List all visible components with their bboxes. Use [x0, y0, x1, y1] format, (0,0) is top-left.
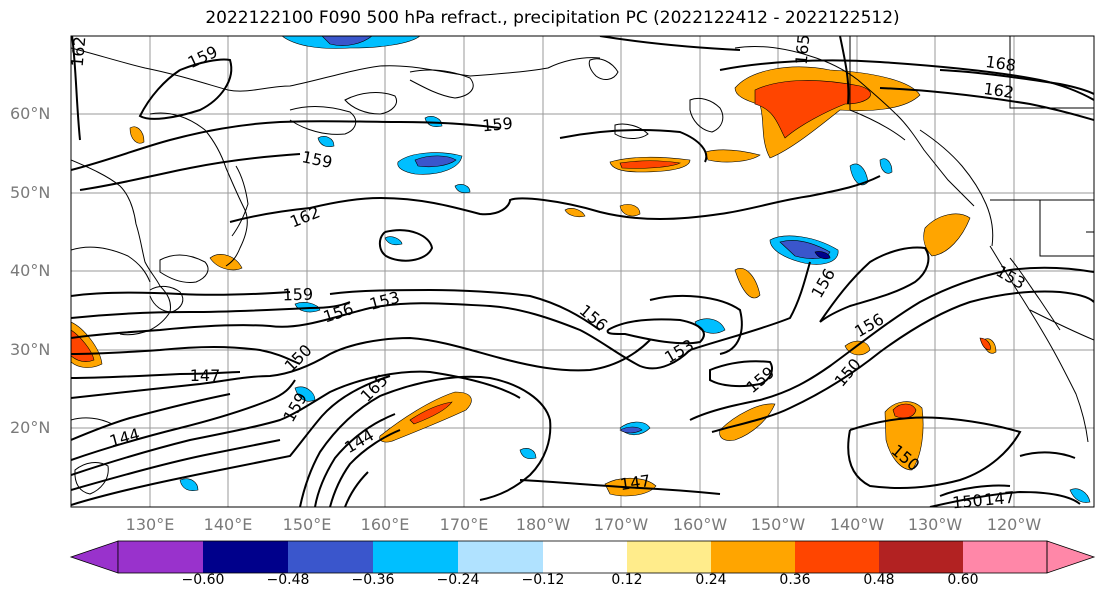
lon-label: 160°E — [360, 515, 410, 534]
map-frame — [70, 35, 1095, 508]
lat-label: 40°N — [10, 261, 51, 280]
map-title: 2022122100 F090 500 hPa refract., precip… — [205, 8, 900, 28]
contour-label: 162 — [982, 79, 1015, 102]
lon-label: 120°W — [986, 515, 1042, 534]
colorbar-extend-low — [69, 540, 119, 574]
colorbar-swatch — [118, 541, 203, 573]
lon-label: 130°E — [125, 515, 175, 534]
contour-label: 147 — [190, 366, 221, 385]
colorbar-tick: −0.24 — [436, 572, 480, 588]
contour-label: 147 — [619, 471, 652, 494]
lon-label: 130°W — [907, 515, 963, 534]
lat-label: 30°N — [10, 340, 51, 359]
colorbar-swatch — [288, 541, 373, 573]
lon-label: 170°W — [593, 515, 649, 534]
colorbar-tick: 0.24 — [695, 572, 727, 588]
colorbar-tick: 0.60 — [947, 572, 979, 588]
contour-label: 162 — [68, 35, 90, 67]
colorbar-swatch — [879, 541, 963, 573]
colorbar-tick: 0.36 — [779, 572, 811, 588]
lat-label: 50°N — [10, 183, 51, 202]
contour-label: 168 — [984, 52, 1017, 75]
lat-label: 60°N — [10, 104, 51, 123]
lon-label: 180°W — [515, 515, 571, 534]
colorbar-swatch — [627, 541, 711, 573]
colorbar-swatch — [458, 541, 543, 573]
colorbar-swatch — [963, 541, 1047, 573]
lon-label: 140°E — [203, 515, 253, 534]
lon-label: 140°W — [829, 515, 885, 534]
colorbar-swatch — [711, 541, 795, 573]
colorbar-extend-high — [1046, 540, 1096, 574]
lat-label: 20°N — [10, 418, 51, 437]
lon-label: 150°E — [282, 515, 332, 534]
grid-lines — [71, 36, 1094, 507]
colorbar-swatch — [203, 541, 288, 573]
lon-label: 160°W — [672, 515, 728, 534]
colorbar-tick: −0.12 — [521, 572, 565, 588]
refractivity-contours — [71, 36, 1094, 507]
lon-label: 170°E — [439, 515, 489, 534]
colorbar-tick: 0.12 — [611, 572, 643, 588]
colorbar-swatch — [795, 541, 879, 573]
contour-label: 159 — [282, 284, 313, 304]
colorbar-swatch — [373, 541, 458, 573]
colorbar-tick: 0.48 — [863, 572, 895, 588]
contour-label: 159 — [481, 114, 513, 136]
colorbar — [69, 540, 1096, 574]
contour-label: 147 — [983, 488, 1015, 510]
colorbar-tick: −0.48 — [266, 572, 310, 588]
contour-label: 165 — [792, 33, 814, 65]
coastlines — [71, 36, 1094, 495]
contour-label: 150 — [951, 491, 983, 513]
colorbar-swatch — [543, 541, 627, 573]
lon-label: 150°W — [750, 515, 806, 534]
colorbar-tick: −0.36 — [351, 572, 395, 588]
colorbar-tick: −0.60 — [181, 572, 225, 588]
